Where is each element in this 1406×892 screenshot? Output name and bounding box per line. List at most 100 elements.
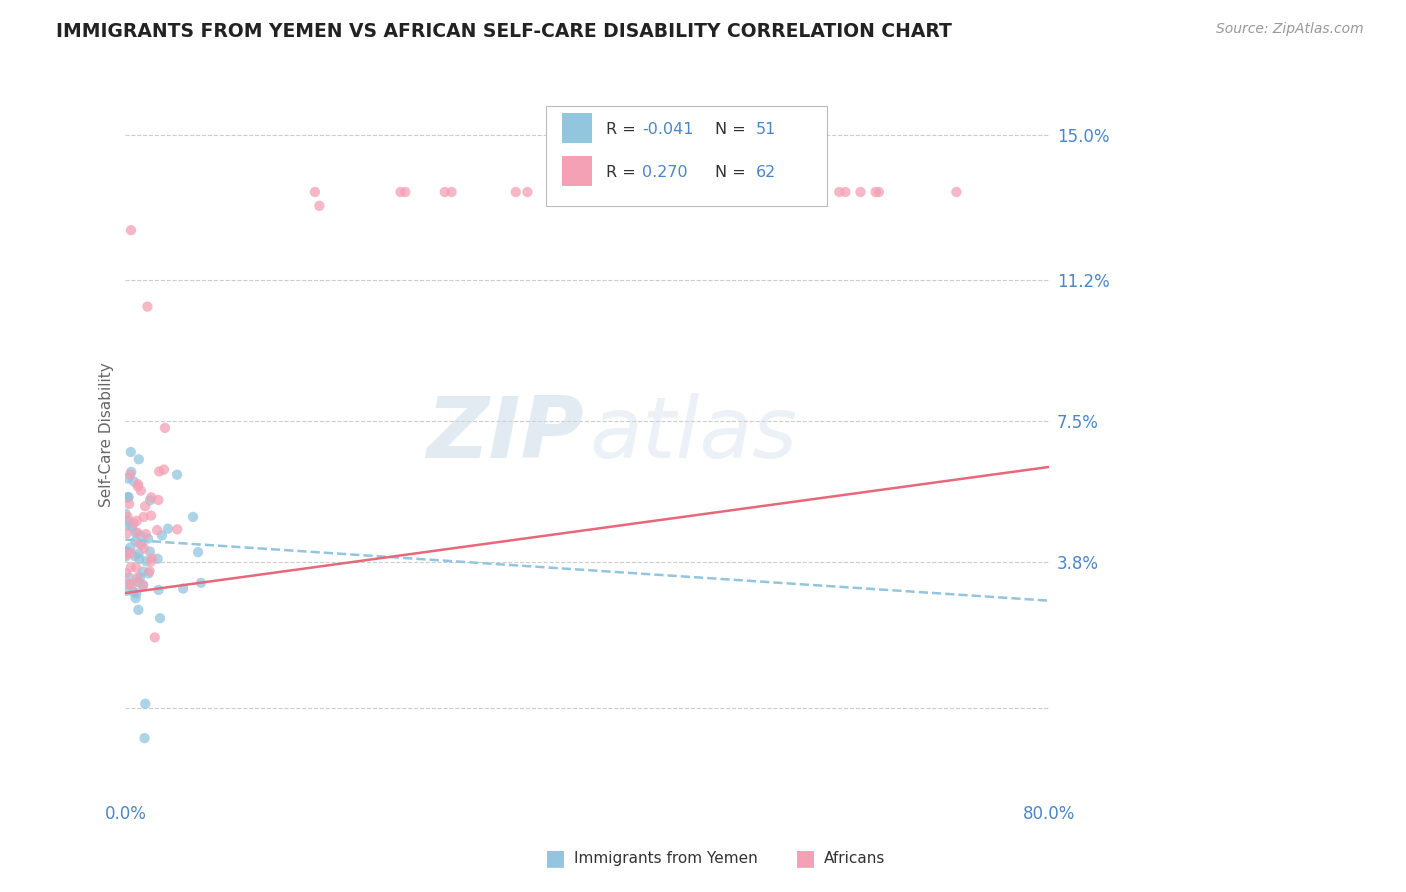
- Point: [135, 554, 157, 568]
- Point: [127, 525, 149, 540]
- Point: [641, 185, 664, 199]
- Point: [115, 526, 138, 541]
- Bar: [562, 156, 592, 186]
- Point: [516, 185, 538, 199]
- Point: [127, 603, 149, 617]
- Point: [146, 551, 169, 566]
- Point: [662, 185, 685, 199]
- Point: [125, 591, 148, 606]
- Point: [304, 185, 326, 199]
- Point: [118, 570, 141, 584]
- Point: [115, 566, 138, 580]
- Point: [692, 185, 714, 199]
- Point: [128, 551, 150, 566]
- Point: [120, 465, 142, 479]
- Point: [553, 185, 575, 199]
- Point: [127, 571, 149, 585]
- Text: 62: 62: [756, 165, 776, 180]
- Point: [122, 475, 145, 489]
- Point: [692, 185, 714, 199]
- Y-axis label: Self-Care Disability: Self-Care Disability: [100, 362, 114, 507]
- Point: [136, 532, 159, 546]
- Point: [129, 483, 152, 498]
- Point: [139, 544, 162, 558]
- Point: [125, 560, 148, 574]
- Point: [132, 565, 155, 579]
- Text: IMMIGRANTS FROM YEMEN VS AFRICAN SELF-CARE DISABILITY CORRELATION CHART: IMMIGRANTS FROM YEMEN VS AFRICAN SELF-CA…: [56, 22, 952, 41]
- Text: Source: ZipAtlas.com: Source: ZipAtlas.com: [1216, 22, 1364, 37]
- Point: [172, 582, 194, 596]
- Point: [114, 507, 136, 521]
- Point: [120, 577, 142, 591]
- Point: [122, 585, 145, 599]
- Point: [181, 510, 204, 524]
- Point: [138, 566, 160, 581]
- Point: [122, 516, 145, 530]
- Point: [156, 522, 179, 536]
- Point: [124, 525, 146, 540]
- Point: [132, 578, 155, 592]
- Point: [148, 582, 170, 597]
- Point: [166, 522, 188, 536]
- Point: [120, 223, 142, 237]
- Point: [187, 545, 209, 559]
- Point: [671, 185, 693, 199]
- Point: [134, 731, 156, 745]
- Text: -0.041: -0.041: [643, 122, 695, 137]
- Point: [127, 575, 149, 590]
- Point: [117, 514, 139, 528]
- Text: Immigrants from Yemen: Immigrants from Yemen: [574, 851, 758, 865]
- Text: N =: N =: [714, 122, 751, 137]
- Point: [120, 560, 142, 574]
- Point: [132, 578, 155, 592]
- Point: [790, 185, 813, 199]
- Point: [115, 583, 138, 598]
- Point: [120, 546, 142, 560]
- Point: [676, 185, 699, 199]
- Point: [114, 549, 136, 564]
- Bar: [562, 113, 592, 143]
- Point: [120, 445, 142, 459]
- Point: [129, 570, 152, 584]
- Point: [129, 529, 152, 543]
- Point: [945, 185, 967, 199]
- Point: [120, 541, 142, 555]
- Point: [124, 549, 146, 564]
- Point: [440, 185, 463, 199]
- Point: [117, 510, 139, 524]
- Point: [117, 491, 139, 505]
- Point: [128, 537, 150, 551]
- Point: [120, 467, 142, 482]
- Point: [139, 508, 162, 523]
- Point: [146, 523, 169, 537]
- Point: [132, 541, 155, 556]
- Text: Africans: Africans: [824, 851, 886, 865]
- Text: ■: ■: [796, 848, 815, 868]
- Point: [132, 509, 155, 524]
- Point: [121, 519, 143, 533]
- Point: [131, 538, 153, 552]
- Point: [749, 185, 772, 199]
- Point: [136, 300, 159, 314]
- Point: [117, 490, 139, 504]
- Text: N =: N =: [714, 165, 751, 180]
- Point: [849, 185, 872, 199]
- Point: [125, 514, 148, 528]
- Point: [828, 185, 851, 199]
- Text: ZIP: ZIP: [426, 393, 585, 476]
- Point: [141, 491, 163, 505]
- Point: [139, 493, 162, 508]
- Point: [128, 547, 150, 561]
- Point: [700, 185, 723, 199]
- Point: [143, 631, 166, 645]
- Point: [118, 577, 141, 591]
- Point: [153, 462, 176, 476]
- Point: [149, 611, 172, 625]
- Point: [865, 185, 887, 199]
- Point: [117, 471, 139, 485]
- Point: [127, 479, 149, 493]
- Point: [115, 544, 138, 558]
- Point: [389, 185, 412, 199]
- Point: [139, 555, 162, 569]
- Point: [868, 185, 890, 199]
